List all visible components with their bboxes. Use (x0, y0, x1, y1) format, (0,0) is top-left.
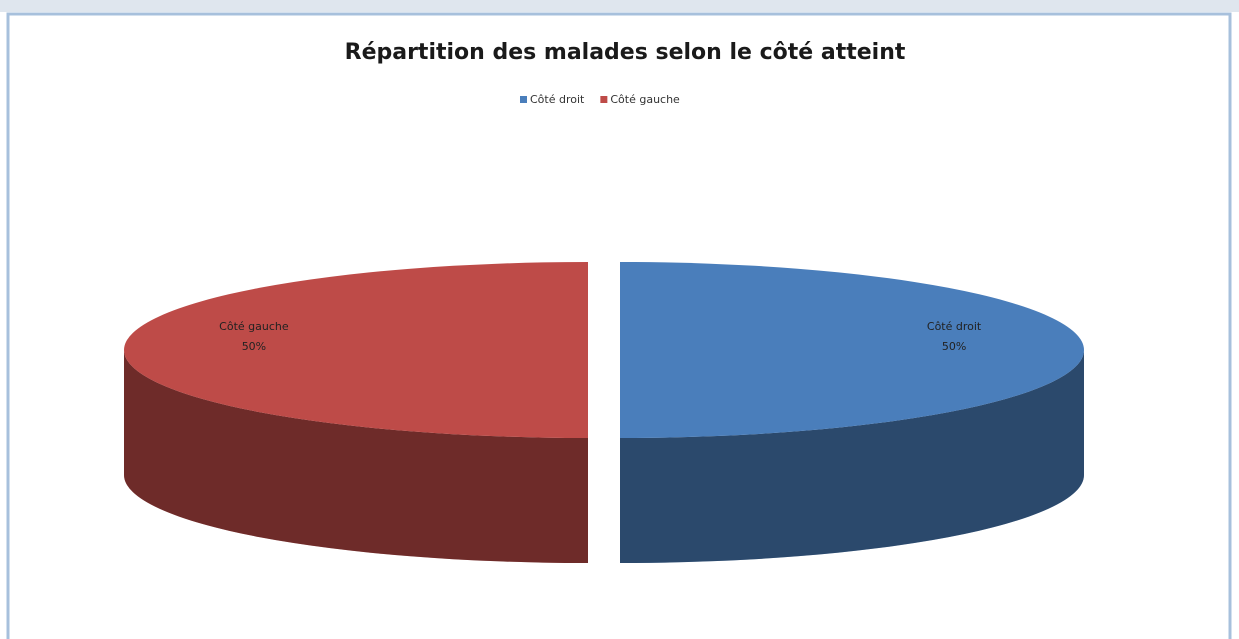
pie-slice (124, 262, 588, 563)
legend-swatch (520, 96, 527, 103)
data-label-value: 50% (242, 340, 266, 353)
chart-title: Répartition des malades selon le côté at… (345, 40, 906, 65)
pie-slice (620, 262, 1084, 563)
slice-top (124, 262, 588, 438)
data-label-value: 50% (942, 340, 966, 353)
window-top-bar (0, 0, 1239, 12)
slice-side-shade (124, 350, 588, 563)
slice-top (620, 262, 1084, 438)
slice-side (124, 350, 588, 563)
slice-side (620, 350, 1084, 563)
slice-side-shade (620, 350, 1084, 563)
legend: Côté droit Côté gauche (520, 93, 680, 106)
legend-swatch (600, 96, 608, 103)
data-label-category: Côté gauche (219, 320, 289, 333)
data-label-category: Côté droit (927, 320, 982, 333)
legend-label: Côté droit (530, 93, 585, 106)
legend-label: Côté gauche (610, 93, 680, 106)
